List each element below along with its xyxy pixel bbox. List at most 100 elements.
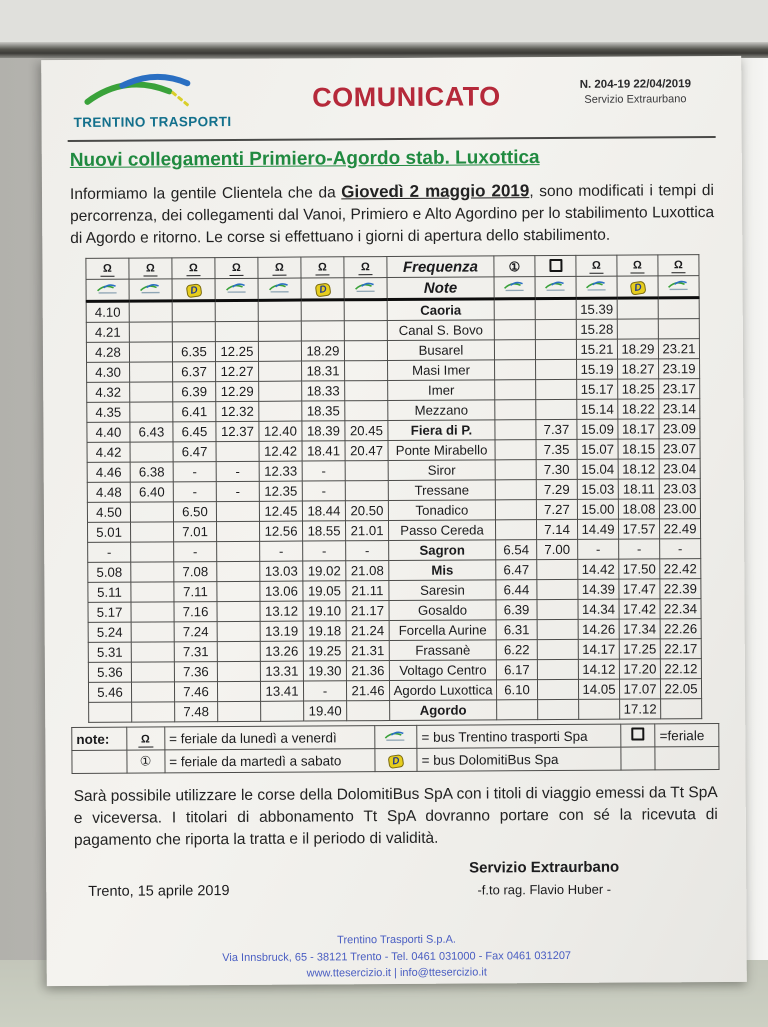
note-label: note:	[71, 727, 127, 751]
time-cell	[130, 441, 174, 463]
time-cell: 12.33	[259, 461, 303, 482]
trentino-trasporti-logo-icon	[385, 731, 405, 741]
time-cell: 15.21	[576, 339, 618, 360]
stop-name-cell: Fiera di P.	[387, 420, 496, 441]
legend-text: =feriale	[655, 723, 719, 748]
time-cell: 18.27	[617, 359, 659, 380]
time-cell	[535, 319, 577, 340]
time-cell: 12.27	[215, 361, 259, 382]
time-cell: 21.01	[345, 520, 389, 541]
time-cell	[345, 460, 389, 481]
stop-name-cell: Busarel	[387, 340, 495, 361]
time-cell: -	[259, 541, 303, 562]
stop-name-cell: Mezzano	[387, 400, 495, 421]
time-cell: 15.14	[576, 399, 618, 420]
time-cell: 7.01	[173, 521, 217, 542]
time-cell: 6.44	[495, 579, 537, 601]
time-cell	[131, 661, 175, 683]
time-cell: 5.01	[87, 522, 131, 543]
time-cell: 18.55	[302, 520, 346, 542]
time-cell: 6.39	[495, 599, 538, 621]
time-cell: 14.05	[578, 679, 620, 700]
outro-paragraph: Sarà possibile utilizzare le corse della…	[73, 784, 718, 850]
time-cell: 18.44	[302, 500, 346, 522]
trentino-trasporti-logo-icon	[545, 281, 565, 291]
time-cell: 15.00	[577, 499, 619, 520]
time-cell: 18.12	[618, 459, 660, 480]
time-cell: 5.11	[87, 582, 131, 603]
time-cell: 5.36	[88, 662, 132, 683]
time-cell: 7.08	[173, 561, 217, 582]
time-cell: 22.34	[659, 598, 702, 620]
trentino-trasporti-logo-icon	[586, 281, 606, 291]
time-cell: 21.36	[346, 660, 390, 681]
trentino-trasporti-logo: TRENTINO TRASPORTI	[67, 69, 257, 130]
time-cell	[658, 297, 700, 320]
time-cell	[537, 619, 579, 640]
time-cell: 4.40	[86, 422, 131, 443]
time-cell	[345, 480, 389, 501]
time-cell	[130, 581, 174, 603]
time-cell: 23.07	[659, 438, 701, 460]
col-operator-header	[494, 276, 536, 300]
stop-name-cell: Frassanè	[389, 640, 497, 661]
notes-legend: note: Ω = feriale da lunedì a venerdì = bus…	[71, 723, 720, 774]
time-cell	[130, 541, 174, 563]
time-cell: 4.28	[86, 342, 130, 363]
time-cell: 18.31	[301, 360, 345, 382]
header-meta: N. 204-19 22/04/2019 Servizio Extraurban…	[555, 66, 715, 106]
time-cell	[217, 701, 261, 722]
time-cell	[129, 341, 173, 363]
workdays-mon-fri-icon: Ω	[314, 262, 330, 276]
time-cell: 4.46	[87, 462, 131, 483]
stop-name-cell: Sagron	[388, 540, 496, 561]
time-cell: 18.33	[301, 380, 345, 402]
time-cell	[536, 599, 579, 620]
intro-text-before: Informiamo la gentile Clientela che da	[69, 184, 342, 203]
time-cell: -	[173, 481, 217, 502]
time-cell: 6.47	[495, 559, 537, 581]
comunicato-heading: COMUNICATO	[312, 81, 501, 113]
time-cell: -	[577, 539, 619, 560]
time-cell: -	[659, 538, 701, 560]
time-cell: 7.30	[536, 459, 578, 480]
time-cell: 14.34	[577, 599, 620, 620]
stop-name-cell: Agordo	[389, 700, 497, 721]
time-cell	[344, 380, 388, 401]
time-cell	[172, 300, 216, 322]
time-cell: 17.42	[618, 599, 661, 620]
time-cell: 21.46	[346, 680, 390, 701]
time-cell	[494, 399, 536, 421]
legend-text: = feriale da lunedì a venerdì	[164, 725, 375, 751]
service-label: Servizio Extraurbano	[584, 93, 687, 106]
time-cell: 6.50	[173, 501, 217, 522]
time-cell: 21.31	[346, 640, 390, 661]
time-cell	[537, 679, 579, 700]
time-cell	[535, 379, 577, 400]
time-cell: 6.43	[129, 421, 174, 443]
time-cell	[496, 699, 538, 721]
time-cell: 15.17	[576, 379, 618, 400]
legend-text: = bus DolomitiBus Spa	[416, 747, 622, 772]
col-operator-header	[576, 276, 618, 299]
time-cell: 15.19	[576, 359, 618, 380]
time-cell: 6.17	[496, 659, 538, 681]
time-cell: 5.08	[87, 562, 131, 583]
time-cell: 18.22	[617, 399, 659, 420]
col-symbol-header	[534, 255, 577, 277]
time-cell: 12.32	[215, 401, 259, 422]
stop-name-cell: Mis	[388, 560, 496, 581]
col-symbol-header: Ω	[343, 256, 388, 278]
col-symbol-header: Ω	[85, 258, 130, 280]
time-cell	[260, 701, 304, 722]
dolomitibus-logo-icon: D	[387, 754, 405, 770]
time-cell	[217, 661, 261, 682]
time-cell: 4.35	[86, 402, 130, 423]
trentino-trasporti-logo-icon	[269, 283, 289, 293]
workdays-mon-fri-icon: Ω	[186, 262, 201, 277]
time-cell	[344, 299, 388, 321]
note-label	[71, 750, 127, 774]
time-cell: 22.12	[660, 658, 702, 680]
time-cell	[216, 441, 260, 462]
time-cell	[258, 300, 302, 322]
